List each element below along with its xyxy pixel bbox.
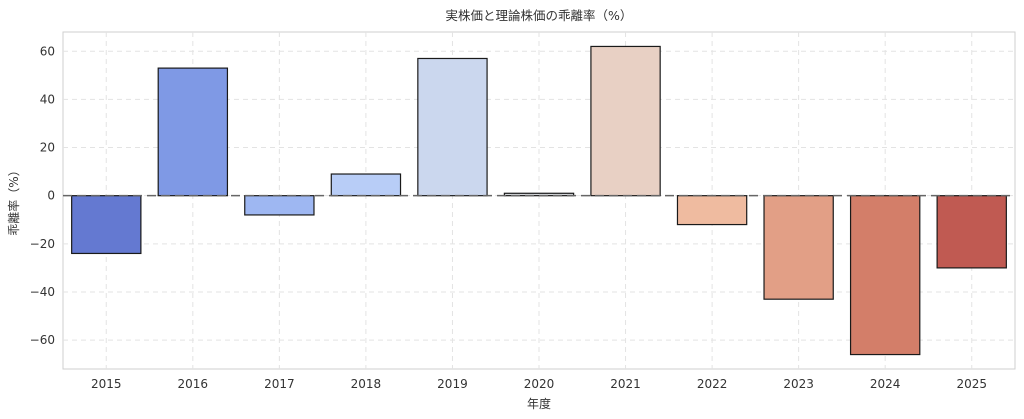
bar-2025 (936, 195, 1007, 269)
bar-2018 (330, 173, 402, 197)
bar-2024 (849, 195, 921, 356)
bar-2017 (244, 195, 315, 216)
bar-2023 (763, 195, 834, 300)
y-tick-label: −20 (30, 237, 55, 251)
x-tick-label: 2020 (524, 377, 555, 391)
x-tick-label: 2016 (178, 377, 209, 391)
x-tick-label: 2017 (264, 377, 295, 391)
bar-2019 (417, 57, 488, 197)
x-axis-label: 年度 (527, 396, 551, 411)
y-tick-label: −60 (30, 333, 55, 347)
y-tick-label: 0 (47, 189, 55, 203)
x-tick-label: 2015 (91, 377, 122, 391)
x-tick-label: 2018 (351, 377, 382, 391)
y-tick-label: −40 (30, 285, 55, 299)
bar-2021 (590, 45, 661, 197)
x-tick-labels: 2015 2016 2017 2018 2019 2020 2021 2022 2023 2024… (91, 377, 987, 391)
x-tick-label: 2021 (610, 377, 641, 391)
y-tick-labels: −60 −40 −20 0 20 40 60 (30, 44, 55, 347)
x-tick-label: 2024 (870, 377, 901, 391)
bar-2015 (71, 195, 142, 255)
x-tick-label: 2019 (437, 377, 468, 391)
x-tick-label: 2025 (956, 377, 987, 391)
chart-title: 実株価と理論株価の乖離率（%） (446, 8, 633, 23)
y-tick-label: 40 (40, 92, 55, 106)
y-axis-label: 乖離率（%） (6, 164, 21, 235)
bar-2016 (157, 67, 229, 197)
y-tick-label: 20 (40, 141, 55, 155)
y-tick-label: 60 (40, 44, 55, 58)
x-tick-label: 2022 (697, 377, 728, 391)
bar-2022 (676, 195, 748, 226)
x-tick-label: 2023 (783, 377, 814, 391)
